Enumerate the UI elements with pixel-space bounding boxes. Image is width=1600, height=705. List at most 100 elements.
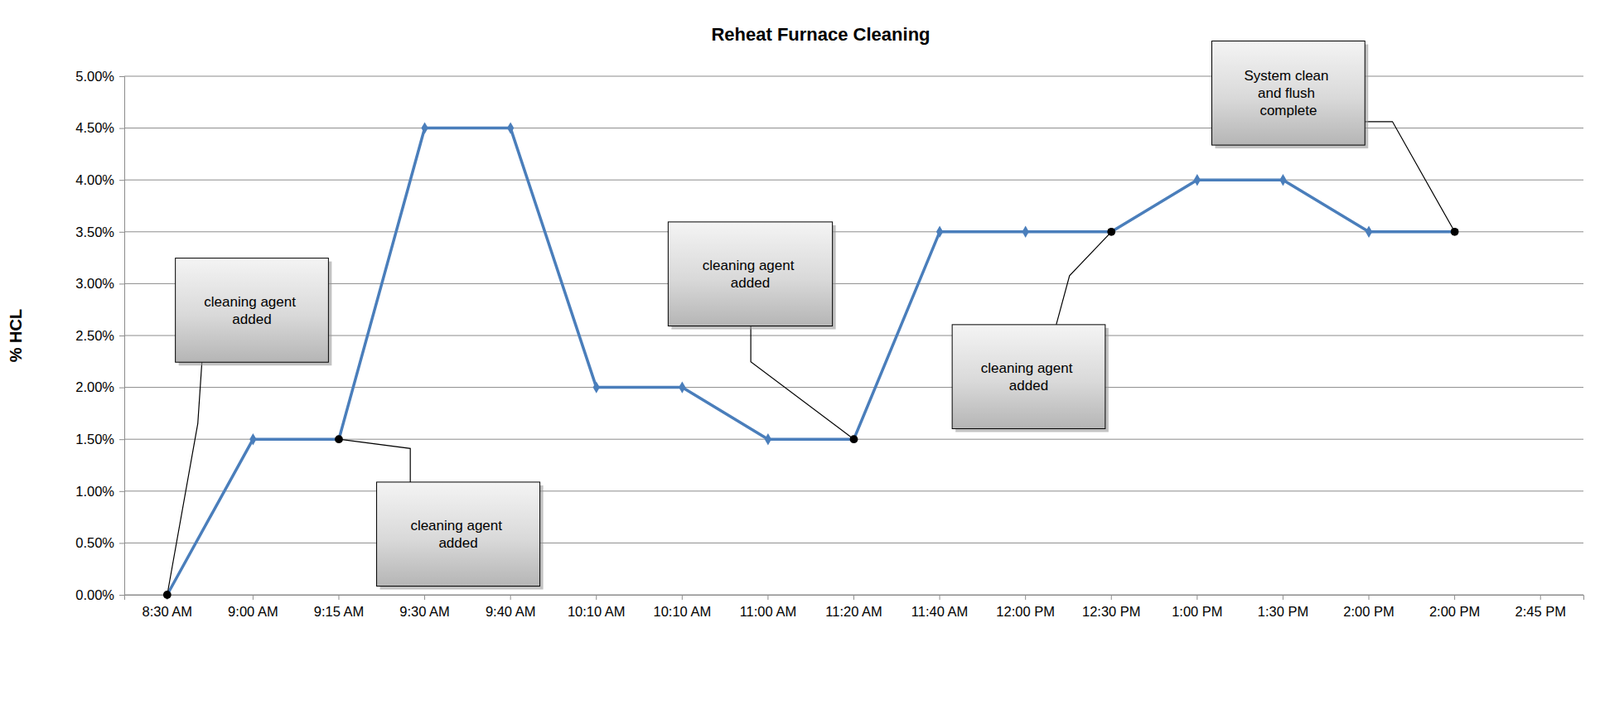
- x-tick-label: 1:00 PM: [1171, 604, 1223, 619]
- y-tick-label: 4.50%: [75, 120, 115, 136]
- x-tick: 11:20 AM: [825, 594, 883, 619]
- leader-line: [167, 362, 203, 595]
- x-tick: 12:30 PM: [1082, 594, 1141, 619]
- x-tick: 9:30 AM: [399, 594, 450, 619]
- x-axis: 8:30 AM 9:00 AM 9:15 AM 9:30 AM 9:40 AM 10:10…: [125, 594, 1585, 619]
- x-tick-label: 9:15 AM: [314, 604, 365, 619]
- grid-line: [124, 386, 1584, 388]
- y-tick-mark: [119, 335, 125, 337]
- y-axis-title: % HCL: [6, 309, 25, 363]
- annotation-box: [667, 222, 832, 327]
- y-tick-mark: [119, 542, 125, 544]
- y-tick-label: 1.00%: [75, 483, 115, 499]
- x-tick-label: 11:40 AM: [911, 604, 969, 619]
- y-axis: 0.00%0.50%1.00%1.50%2.00%2.50%3.00%3.50%…: [75, 68, 125, 603]
- x-tick-label: 8:30 AM: [142, 604, 194, 619]
- x-tick-label: 9:00 AM: [227, 604, 279, 619]
- y-tick: 3.50%: [75, 224, 125, 240]
- x-tick-mark: [1454, 594, 1455, 600]
- x-tick-mark: [1282, 594, 1284, 600]
- x-tick-label: 10:10 AM: [567, 604, 626, 619]
- annotation: cleaning agent added: [338, 439, 544, 590]
- x-tick-mark: [1540, 594, 1542, 600]
- x-tick-mark: [681, 594, 683, 600]
- x-tick: 11:00 AM: [739, 594, 798, 619]
- x-tick-mark: [510, 594, 512, 600]
- y-tick: 4.00%: [75, 172, 125, 188]
- x-tick: 2:00 PM: [1429, 594, 1480, 619]
- y-tick-label: 3.50%: [75, 224, 115, 240]
- x-tick-label: 12:30 PM: [1082, 604, 1141, 619]
- grid-line: [124, 231, 1584, 233]
- x-axis-line: [125, 595, 1585, 601]
- x-tick-label: 2:45 PM: [1514, 604, 1566, 619]
- x-tick-label: 1:30 PM: [1257, 604, 1309, 619]
- y-tick-mark: [119, 76, 125, 78]
- annotation: cleaning agent added: [167, 258, 333, 595]
- annotation: System clean and flush complete: [1212, 41, 1455, 233]
- grid-line: [124, 335, 1584, 337]
- x-tick: 9:00 AM: [227, 594, 279, 619]
- marker: [936, 226, 943, 238]
- y-tick: 0.50%: [75, 535, 125, 551]
- x-tick-label: 2:00 PM: [1343, 604, 1394, 619]
- title: Reheat Furnace Cleaning: [710, 24, 930, 45]
- y-tick-mark: [119, 594, 125, 596]
- y-tick-mark: [119, 283, 125, 285]
- annotation-text: cleaning agent added: [410, 517, 506, 552]
- chart: 0.00%0.50%1.00%1.50%2.00%2.50%3.00%3.50%…: [0, 0, 1600, 705]
- x-tick-label: 9:40 AM: [485, 604, 537, 619]
- annotation: cleaning agent added: [667, 222, 854, 440]
- x-tick: 1:30 PM: [1257, 594, 1309, 619]
- marker: [678, 381, 686, 393]
- annotation-text: cleaning agent added: [702, 257, 798, 291]
- leader-line: [1056, 232, 1112, 325]
- y-tick-mark: [119, 387, 125, 389]
- y-tick-mark: [119, 128, 125, 130]
- annotation-box: [952, 324, 1106, 430]
- y-tick-mark: [119, 232, 125, 233]
- grid-line: [124, 179, 1584, 181]
- x-tick-mark: [1024, 594, 1026, 600]
- x-tick-mark: [853, 594, 855, 600]
- x-tick-mark: [338, 594, 339, 600]
- leader-line: [750, 326, 854, 440]
- leader-line: [1363, 121, 1455, 233]
- x-tick-label: 2:00 PM: [1429, 604, 1480, 619]
- marker: [420, 121, 428, 134]
- x-tick-label: 9:30 AM: [399, 604, 450, 619]
- marker: [1022, 226, 1030, 238]
- x-tick-mark: [1368, 594, 1370, 600]
- annotation-text: System clean and flush complete: [1243, 67, 1333, 119]
- x-tick: 2:00 PM: [1343, 594, 1394, 619]
- x-tick: 11:40 AM: [911, 594, 969, 619]
- annotation-box: [1212, 41, 1366, 146]
- x-tick: 9:40 AM: [485, 594, 537, 619]
- annotation: cleaning agent added: [952, 232, 1112, 433]
- x-tick-label: 12:00 PM: [995, 604, 1055, 619]
- y-axis-line: [119, 77, 126, 596]
- grid-line: [124, 490, 1584, 492]
- annotations: cleaning agent added cleaning agent added…: [167, 41, 1455, 595]
- x-tick-mark: [424, 594, 426, 600]
- x-tick: 2:45 PM: [1514, 594, 1566, 619]
- marker: [1193, 174, 1201, 186]
- y-tick-label: 0.50%: [75, 535, 115, 551]
- grid-line: [124, 542, 1584, 544]
- x-tick-mark: [595, 594, 597, 600]
- y-tick: 5.00%: [75, 68, 125, 84]
- annotation-text: cleaning agent added: [981, 360, 1077, 394]
- y-tick-label: 2.50%: [75, 328, 115, 344]
- x-tick-label: 11:00 AM: [739, 604, 798, 619]
- y-tick-mark: [119, 179, 125, 181]
- annotation-box: [175, 258, 329, 363]
- y-tick: 1.50%: [75, 431, 125, 447]
- y-tick-label: 0.00%: [75, 587, 115, 603]
- y-tick: 2.50%: [75, 328, 125, 344]
- marker: [764, 433, 772, 445]
- y-tick: 4.50%: [75, 120, 125, 136]
- annotation-box: [377, 482, 541, 587]
- y-tick-label: 5.00%: [75, 68, 115, 84]
- x-tick-mark: [1196, 594, 1198, 600]
- x-tick-mark: [1111, 594, 1112, 600]
